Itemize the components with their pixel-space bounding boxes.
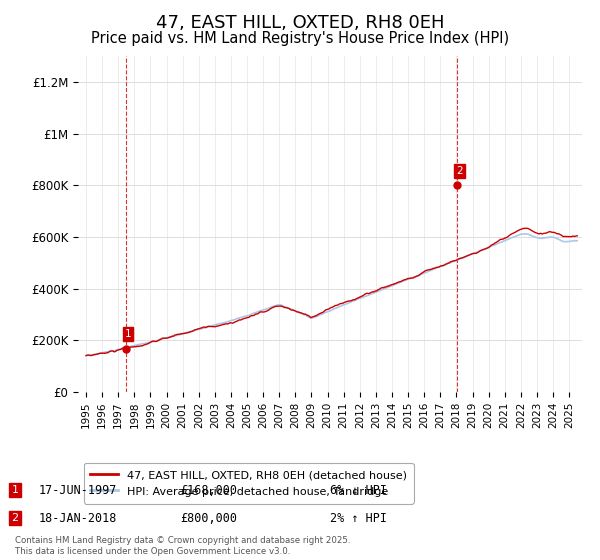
Text: £800,000: £800,000 xyxy=(180,511,237,525)
Text: 6% ↓ HPI: 6% ↓ HPI xyxy=(330,483,387,497)
Text: 2: 2 xyxy=(11,513,19,523)
Text: 1: 1 xyxy=(125,329,131,339)
Legend: 47, EAST HILL, OXTED, RH8 0EH (detached house), HPI: Average price, detached hou: 47, EAST HILL, OXTED, RH8 0EH (detached … xyxy=(83,463,413,503)
Text: 17-JUN-1997: 17-JUN-1997 xyxy=(39,483,118,497)
Text: 2% ↑ HPI: 2% ↑ HPI xyxy=(330,511,387,525)
Text: Price paid vs. HM Land Registry's House Price Index (HPI): Price paid vs. HM Land Registry's House … xyxy=(91,31,509,46)
Text: 18-JAN-2018: 18-JAN-2018 xyxy=(39,511,118,525)
Text: 47, EAST HILL, OXTED, RH8 0EH: 47, EAST HILL, OXTED, RH8 0EH xyxy=(156,14,444,32)
Text: 2: 2 xyxy=(457,166,463,176)
Text: £168,000: £168,000 xyxy=(180,483,237,497)
Text: Contains HM Land Registry data © Crown copyright and database right 2025.
This d: Contains HM Land Registry data © Crown c… xyxy=(15,536,350,556)
Text: 1: 1 xyxy=(11,485,19,495)
